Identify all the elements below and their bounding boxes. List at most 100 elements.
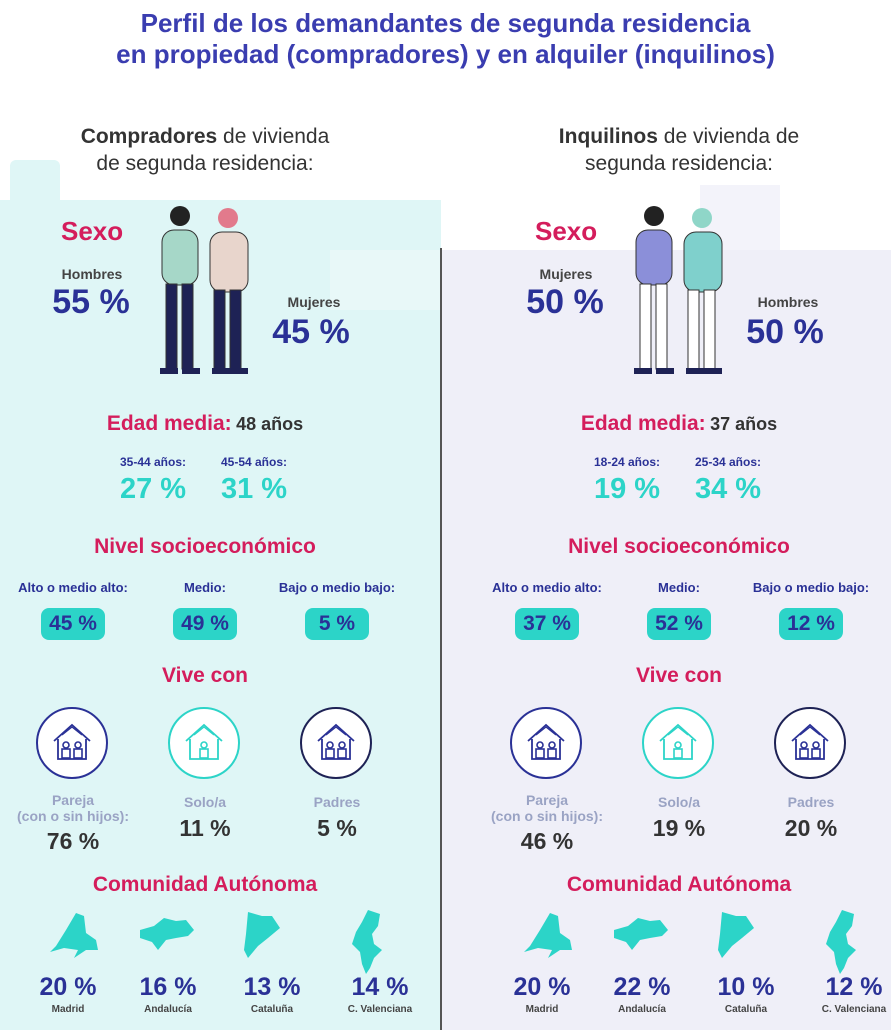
age-range-value: 34 % [694, 473, 762, 505]
valenciana-map-icon [826, 910, 856, 974]
nivel-label: Alto o medio alto: [18, 580, 128, 595]
house-couple-icon [36, 707, 108, 779]
nivel-heading: Nivel socioeconómico [94, 535, 316, 558]
title-line-1: Perfil de los demandantes de segunda res… [140, 8, 751, 38]
vive-con-heading: Vive con [636, 664, 722, 687]
house-couple-icon [510, 707, 582, 779]
cataluna-map-icon [244, 912, 280, 958]
region-value: 20 % [39, 973, 97, 1001]
age-range-value: 19 % [593, 473, 661, 505]
title-line-2: en propiedad (compradores) y en alquiler… [116, 39, 775, 69]
vive-value: 20 % [784, 815, 838, 841]
vive-label: Pareja (con o sin hijos): [472, 792, 622, 824]
region-value: 13 % [243, 973, 301, 1001]
region-value: 16 % [139, 973, 197, 1001]
madrid-map-icon [50, 913, 98, 958]
region-name: Madrid [525, 1004, 559, 1015]
edad-value: 37 años [710, 414, 778, 434]
region-value: 14 % [351, 973, 409, 1001]
tenants-background [442, 250, 891, 1030]
heading-rest: de vivienda de [657, 125, 800, 148]
vive-con-heading: Vive con [162, 664, 248, 687]
nivel-value-badge: 37 % [515, 608, 579, 640]
house-single-icon [642, 707, 714, 779]
edad-media: Edad media: 37 años [474, 412, 884, 436]
house-single-icon [168, 707, 240, 779]
region-value: 12 % [825, 973, 883, 1001]
vive-label-line1: Pareja [525, 792, 569, 808]
sexo-heading: Sexo [61, 216, 124, 246]
vive-label: Solo/a [130, 794, 280, 810]
region-name: Cataluña [724, 1004, 768, 1015]
edad-value: 48 años [236, 414, 304, 434]
valenciana-map-icon [352, 910, 382, 974]
vive-value: 11 % [179, 815, 231, 841]
vive-label-line2: (con o sin hijos): [491, 808, 603, 824]
region-name: Madrid [51, 1004, 85, 1015]
vive-value: 46 % [520, 828, 574, 854]
region-name: C. Valenciana [821, 1004, 887, 1015]
sex2-label: Mujeres [287, 294, 341, 310]
andalucia-map-icon [140, 918, 194, 950]
sex2-label: Hombres [757, 294, 819, 310]
madrid-map-icon [524, 913, 572, 958]
edad-media: Edad media: 48 años [0, 412, 410, 436]
house-parents-icon [774, 707, 846, 779]
nivel-value-badge: 52 % [647, 608, 711, 640]
age-range-label: 18-24 años: [593, 455, 661, 469]
vive-label: Solo/a [604, 794, 754, 810]
region-value: 10 % [717, 973, 775, 1001]
vive-label-line1: Solo/a [183, 794, 226, 810]
edad-label: Edad media: [106, 412, 232, 435]
comunidad-heading: Comunidad Autónoma [92, 873, 318, 896]
nivel-label: Medio: [184, 580, 226, 595]
heading-line-2: segunda residencia: [585, 152, 773, 175]
column-heading: Inquilinos de vivienda de segunda residen… [474, 123, 884, 177]
region-name: Andalucía [618, 1004, 666, 1015]
couple-illustration [614, 198, 744, 388]
page-title: Perfil de los demandantes de segunda res… [0, 8, 891, 70]
couple-illustration [140, 198, 270, 388]
column-divider [440, 248, 442, 1030]
sex2-value: 45 % [272, 313, 350, 351]
sex1-value: 55 % [52, 283, 130, 321]
region-name: Cataluña [250, 1004, 294, 1015]
buyers-column: Compradores de vivienda de segunda reside… [0, 0, 445, 1030]
nivel-value-badge: 12 % [779, 608, 843, 640]
nivel-label: Medio: [658, 580, 700, 595]
vive-value: 76 % [46, 828, 100, 854]
andalucia-map-icon [614, 918, 668, 950]
nivel-label: Alto o medio alto: [492, 580, 602, 595]
nivel-label: Bajo o medio bajo: [752, 580, 870, 595]
vive-label: Pareja (con o sin hijos): [0, 792, 148, 824]
vive-value: 19 % [652, 815, 706, 841]
age-range-label: 25-34 años: [694, 455, 762, 469]
cataluna-map-icon [718, 912, 754, 958]
house-parents-icon [300, 707, 372, 779]
nivel-label: Bajo o medio bajo: [278, 580, 396, 595]
heading-bold: Inquilinos [558, 125, 658, 148]
skyline-decoration [330, 250, 441, 310]
comunidad-heading: Comunidad Autónoma [566, 873, 792, 896]
vive-label-line1: Pareja [51, 792, 95, 808]
age-range-value: 31 % [220, 473, 288, 505]
region-value: 20 % [513, 973, 571, 1001]
vive-label: Padres [262, 794, 412, 810]
nivel-value-badge: 49 % [173, 608, 237, 640]
region-name: Andalucía [144, 1004, 192, 1015]
vive-value: 5 % [317, 815, 357, 841]
sexo-heading: Sexo [535, 216, 598, 246]
vive-label-line1: Padres [787, 794, 835, 810]
nivel-heading: Nivel socioeconómico [568, 535, 790, 558]
heading-rest: de vivienda [217, 125, 330, 148]
sex1-label: Mujeres [539, 266, 593, 282]
vive-label-line1: Padres [313, 794, 361, 810]
heading-line-2: de segunda residencia: [96, 152, 314, 175]
nivel-value-badge: 5 % [305, 608, 369, 640]
sex1-label: Hombres [61, 266, 123, 282]
nivel-value-badge: 45 % [41, 608, 105, 640]
edad-label: Edad media: [580, 412, 706, 435]
sex1-value: 50 % [526, 283, 604, 321]
age-range-label: 45-54 años: [220, 455, 288, 469]
sex2-value: 50 % [746, 313, 824, 351]
